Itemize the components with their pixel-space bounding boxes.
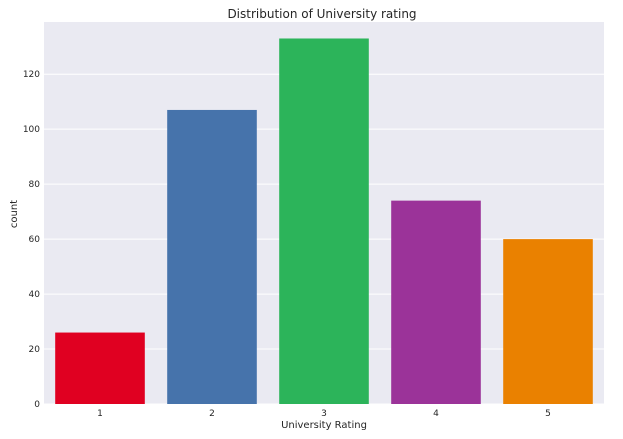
- y-tick-label: 100: [23, 125, 40, 135]
- bars: [55, 38, 593, 405]
- bar-rating-4: [391, 200, 481, 404]
- bar-rating-5: [503, 239, 593, 404]
- x-tick-label: 1: [97, 409, 103, 419]
- y-tick-label: 80: [29, 180, 41, 190]
- y-tick-label: 40: [29, 290, 41, 300]
- x-axis-ticks: 1 2 3 4 5: [97, 409, 551, 419]
- chart-title: Distribution of University rating: [227, 7, 416, 21]
- y-axis-label: count: [9, 200, 20, 228]
- x-tick-label: 5: [545, 409, 551, 419]
- bar-rating-3: [279, 38, 369, 405]
- x-tick-label: 4: [433, 409, 439, 419]
- y-axis-ticks: 0 20 40 60 80 100 120: [23, 70, 40, 410]
- bar-rating-1: [55, 332, 145, 404]
- bar-rating-2: [167, 109, 257, 404]
- y-tick-label: 0: [34, 400, 40, 410]
- x-tick-label: 2: [209, 409, 215, 419]
- y-tick-label: 20: [29, 345, 41, 355]
- y-tick-label: 120: [23, 70, 40, 80]
- x-tick-label: 3: [321, 409, 327, 419]
- y-tick-label: 60: [29, 235, 41, 245]
- x-axis-label: University Rating: [281, 420, 367, 431]
